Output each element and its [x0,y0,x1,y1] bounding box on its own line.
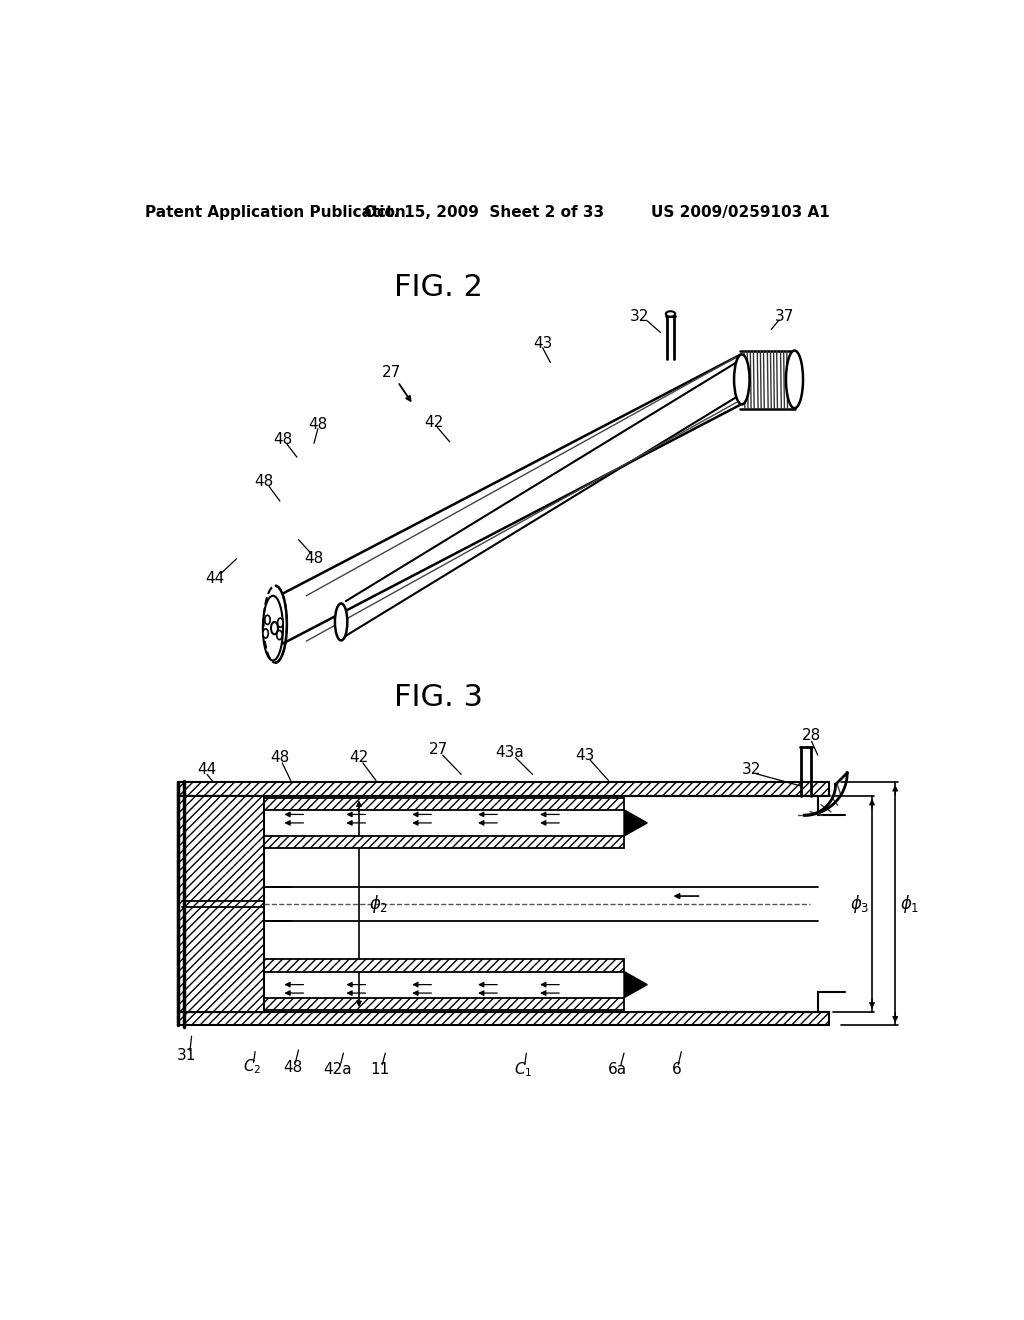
Text: 44: 44 [198,762,217,777]
Text: Oct. 15, 2009  Sheet 2 of 33: Oct. 15, 2009 Sheet 2 of 33 [365,205,604,220]
Bar [263,836,624,849]
Text: $C_1$: $C_1$ [514,1060,532,1078]
Bar [263,960,624,972]
Text: $\phi_3$: $\phi_3$ [850,892,869,915]
Text: 43a: 43a [496,744,524,759]
Text: 48: 48 [254,474,273,490]
Text: 48: 48 [308,417,328,432]
Text: 42a: 42a [323,1061,351,1077]
Text: 11: 11 [371,1061,389,1077]
Ellipse shape [278,618,283,627]
Text: 6: 6 [672,1061,682,1077]
Text: 27: 27 [382,364,401,380]
Text: 42: 42 [349,750,369,766]
Text: $C_2$: $C_2$ [243,1057,261,1076]
Text: 31: 31 [177,1048,197,1063]
Ellipse shape [263,628,268,638]
Text: FIG. 3: FIG. 3 [393,682,482,711]
Ellipse shape [276,631,283,640]
Text: 37: 37 [775,309,795,323]
Bar [263,998,624,1010]
Text: $\phi_1$: $\phi_1$ [899,892,919,915]
Text: 6a: 6a [608,1061,628,1077]
Text: 48: 48 [270,750,290,766]
Text: Patent Application Publication: Patent Application Publication [144,205,406,220]
Text: 28: 28 [802,729,821,743]
Text: 27: 27 [428,742,447,758]
Text: 42: 42 [425,414,443,430]
Text: $\phi_2$: $\phi_2$ [369,892,388,915]
Bar [178,1011,829,1026]
Bar [263,797,624,810]
Bar [178,796,263,1011]
Ellipse shape [265,615,270,624]
Text: 32: 32 [630,309,649,323]
Text: 32: 32 [742,762,762,776]
Text: 48: 48 [284,1060,303,1074]
Polygon shape [624,810,647,836]
Text: 43: 43 [575,747,595,763]
Ellipse shape [335,603,347,640]
Text: FIG. 2: FIG. 2 [393,273,482,302]
Text: 43: 43 [532,335,552,351]
Ellipse shape [734,354,750,404]
Ellipse shape [666,312,675,317]
Polygon shape [624,972,647,998]
Text: 48: 48 [304,552,324,566]
Ellipse shape [786,351,803,408]
Text: 44: 44 [205,570,224,586]
Text: 48: 48 [273,432,293,447]
Bar [178,781,829,796]
Text: US 2009/0259103 A1: US 2009/0259103 A1 [651,205,829,220]
